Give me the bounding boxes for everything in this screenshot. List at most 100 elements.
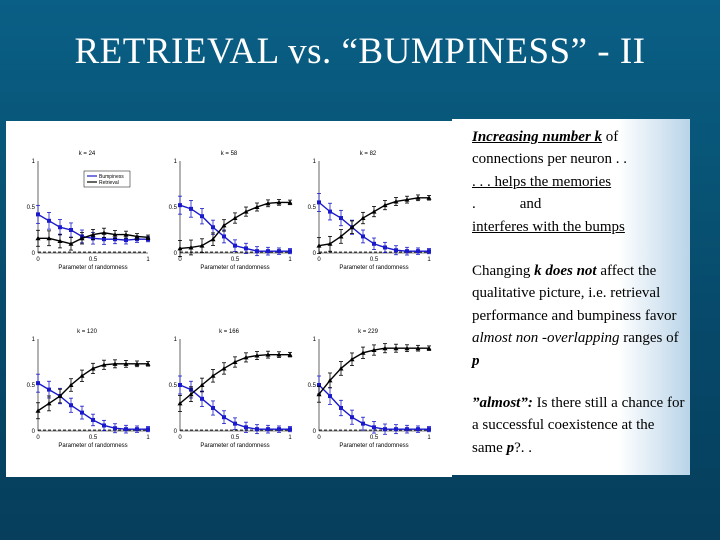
legend-label-retrieval: Retrieval — [99, 180, 119, 186]
y-tick-label: 0.5 — [169, 383, 178, 389]
data-point-retrieval — [221, 365, 227, 371]
data-point-bumpiness — [339, 216, 343, 221]
data-point-retrieval — [232, 215, 238, 221]
x-axis-label: Parameter of randomness — [339, 443, 408, 449]
data-point-bumpiness — [405, 427, 409, 432]
data-point-bumpiness — [211, 406, 215, 410]
legend-label-bumpiness: Bumpiness — [99, 174, 124, 180]
data-point-retrieval — [145, 234, 151, 240]
x-tick-label: 0.5 — [89, 435, 98, 441]
data-point-bumpiness — [255, 249, 259, 254]
data-point-bumpiness — [361, 421, 365, 426]
figure-panel: k = 24 0 0.5 1 0 0.5 1 Parameter of randomness B… — [6, 121, 452, 477]
paragraph-2: Changing k does not affect the qualitati… — [472, 260, 687, 372]
data-point-bumpiness — [124, 238, 128, 243]
data-point-retrieval — [134, 361, 140, 366]
data-point-bumpiness — [383, 245, 387, 250]
data-point-bumpiness — [69, 228, 73, 232]
x-tick-label: 0 — [178, 435, 182, 441]
data-point-retrieval — [35, 408, 41, 413]
data-point-bumpiness — [47, 387, 51, 392]
data-point-retrieval — [415, 345, 421, 351]
data-point-bumpiness — [102, 423, 106, 428]
data-point-retrieval — [90, 232, 96, 237]
data-point-retrieval — [327, 377, 333, 383]
data-point-retrieval — [276, 352, 282, 357]
data-point-bumpiness — [350, 415, 354, 420]
x-axis-label: Parameter of randomness — [200, 265, 269, 271]
data-point-retrieval — [46, 400, 52, 406]
data-point-retrieval — [199, 243, 205, 248]
data-point-bumpiness — [146, 427, 150, 432]
data-point-bumpiness — [317, 383, 321, 387]
paragraph-1: Increasing number k of connections per n… — [472, 126, 687, 238]
data-point-retrieval — [393, 198, 399, 204]
data-point-retrieval — [134, 233, 140, 239]
data-point-bumpiness — [36, 381, 40, 386]
data-point-retrieval — [188, 391, 194, 397]
data-point-retrieval — [404, 345, 410, 351]
x-tick-label: 0.5 — [231, 257, 240, 263]
data-point-bumpiness — [91, 417, 95, 422]
data-point-retrieval — [177, 400, 183, 406]
x-tick-label: 0.5 — [370, 257, 379, 263]
connections-line: connections per neuron . . — [472, 151, 627, 168]
data-point-bumpiness — [36, 212, 40, 217]
data-point-bumpiness — [427, 427, 431, 432]
data-point-bumpiness — [288, 249, 292, 254]
data-point-retrieval — [90, 365, 96, 371]
legend-box — [83, 170, 131, 188]
data-point-bumpiness — [361, 234, 365, 239]
data-point-bumpiness — [416, 249, 420, 254]
data-point-retrieval — [287, 352, 293, 357]
data-point-bumpiness — [383, 427, 387, 432]
data-point-retrieval — [382, 345, 388, 351]
y-tick-label: 0 — [313, 429, 317, 435]
x-tick-label: 0 — [178, 257, 182, 263]
data-point-retrieval — [316, 391, 322, 397]
data-point-retrieval — [101, 230, 107, 235]
x-tick-label: 0 — [36, 257, 40, 263]
y-tick-label: 1 — [174, 159, 178, 165]
data-point-retrieval — [188, 244, 194, 250]
data-point-retrieval — [46, 235, 52, 241]
data-point-retrieval — [265, 200, 271, 206]
data-point-bumpiness — [288, 427, 292, 432]
data-point-bumpiness — [277, 249, 281, 254]
x-tick-label: 1 — [146, 257, 150, 263]
p3-p-symbol: p — [506, 439, 515, 456]
data-point-bumpiness — [69, 403, 73, 408]
data-point-retrieval — [265, 352, 271, 357]
data-point-bumpiness — [372, 241, 376, 246]
x-tick-label: 0 — [36, 435, 40, 441]
data-point-bumpiness — [200, 396, 204, 401]
x-tick-label: 1 — [427, 257, 431, 263]
data-point-retrieval — [338, 233, 344, 239]
x-axis-label: Parameter of randomness — [339, 265, 408, 271]
data-point-retrieval — [338, 365, 344, 371]
data-point-retrieval — [145, 361, 151, 366]
data-point-retrieval — [327, 241, 333, 246]
x-tick-label: 1 — [427, 435, 431, 441]
x-tick-label: 0 — [317, 435, 321, 441]
y-tick-label: 0 — [174, 251, 178, 257]
data-point-bumpiness — [339, 406, 343, 410]
data-point-retrieval — [254, 204, 260, 209]
p2-text-a: Changing — [472, 263, 535, 280]
x-tick-label: 0.5 — [89, 257, 98, 263]
x-tick-label: 1 — [146, 435, 150, 441]
data-point-bumpiness — [266, 427, 270, 432]
y-tick-label: 0 — [32, 429, 36, 435]
p3-almost: ”almost”: — [472, 395, 533, 412]
data-point-retrieval — [371, 209, 377, 214]
data-point-retrieval — [232, 359, 238, 364]
data-point-retrieval — [393, 345, 399, 351]
y-tick-label: 0.5 — [27, 205, 36, 211]
x-tick-label: 1 — [288, 257, 292, 263]
data-point-bumpiness — [394, 427, 398, 432]
data-point-retrieval — [123, 232, 129, 237]
data-point-retrieval — [426, 345, 432, 351]
y-tick-label: 1 — [32, 337, 36, 343]
y-tick-label: 1 — [32, 159, 36, 165]
data-point-bumpiness — [189, 206, 193, 211]
